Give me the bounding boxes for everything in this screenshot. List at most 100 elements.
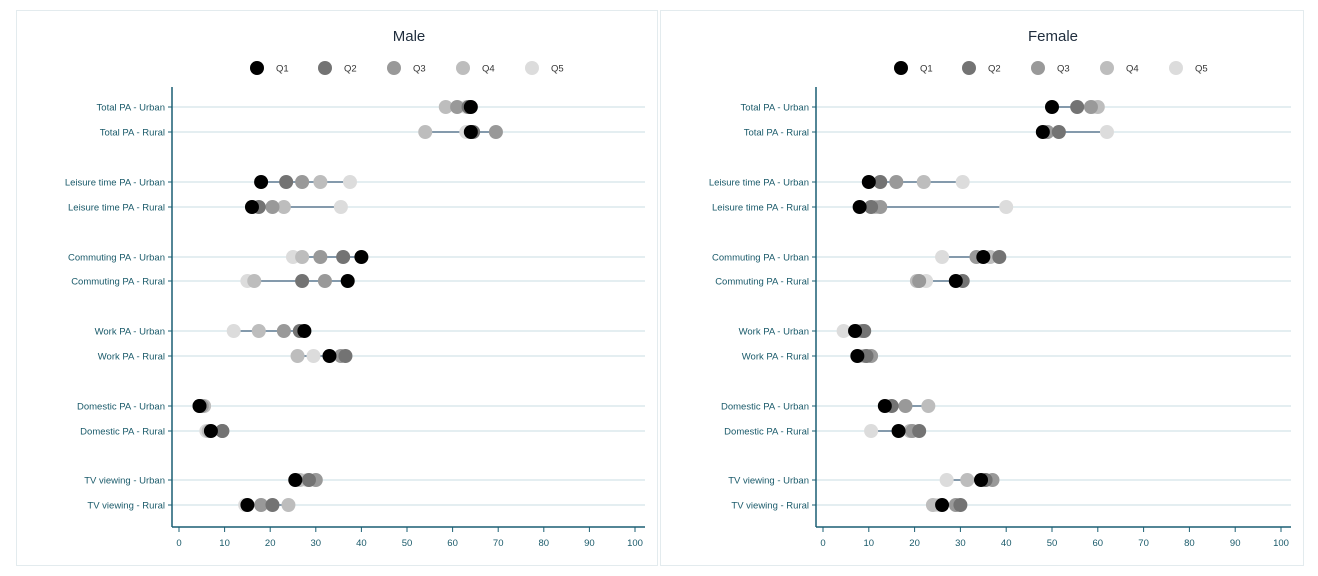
male-point-9-q1 (203, 424, 218, 438)
female-legend-marker-q1 (894, 61, 908, 75)
female-x-tick-label-20: 20 (909, 538, 920, 549)
female-x-tick-label-90: 90 (1230, 538, 1241, 549)
female-point-8-q3 (898, 399, 913, 413)
male-point-9-q2 (215, 424, 230, 438)
male-point-1-q3 (488, 125, 503, 139)
female-point-4-q1 (976, 250, 991, 264)
male-point-1-q4 (418, 125, 433, 139)
female-point-5-q1 (948, 274, 963, 288)
male-point-11-q4 (281, 498, 296, 512)
female-point-0-q1 (1045, 100, 1059, 114)
male-y-label-10: TV viewing - Urban (84, 476, 165, 487)
female-point-2-q4 (916, 175, 931, 189)
female-point-4-q2 (992, 250, 1007, 264)
male-y-label-3: Leisure time PA - Rural (68, 203, 165, 214)
female-y-label-8: Domestic PA - Urban (721, 402, 809, 413)
male-point-10-q1 (288, 473, 303, 487)
male-y-label-2: Leisure time PA - Urban (65, 178, 165, 189)
male-x-tick-label-30: 30 (311, 538, 322, 549)
male-y-label-9: Domestic PA - Rural (80, 427, 165, 438)
female-point-10-q1 (974, 473, 989, 487)
male-point-4-q3 (313, 250, 328, 264)
male-y-label-8: Domestic PA - Urban (77, 402, 165, 413)
male-point-3-q3 (265, 200, 280, 214)
male-point-0-q1 (463, 100, 478, 114)
female-point-7-q1 (850, 349, 865, 363)
male-chart: Male Q1 Q2 Q3 Q4 Q5 0 10 20 30 40 50 60 70 80 90 100 Tota… (65, 28, 645, 549)
male-point-7-q1 (322, 349, 337, 363)
female-point-11-q1 (935, 498, 950, 512)
female-x-tick-label-60: 60 (1093, 538, 1104, 549)
male-point-2-q5 (343, 175, 357, 189)
female-point-1-q1 (1035, 125, 1050, 139)
female-point-4-q5 (935, 250, 950, 264)
male-x-tick-label-60: 60 (447, 538, 458, 549)
female-point-8-q4 (921, 399, 936, 413)
male-point-0-q3 (450, 100, 465, 114)
female-point-9-q2 (912, 424, 927, 438)
male-point-0-q4 (438, 100, 453, 114)
male-point-2-q4 (313, 175, 328, 189)
female-legend-label-q1: Q1 (920, 64, 933, 75)
male-x-tick-label-10: 10 (219, 538, 230, 549)
female-y-label-4: Commuting PA - Urban (712, 253, 809, 264)
male-point-1-q1 (463, 125, 478, 139)
female-x-tick-label-50: 50 (1047, 538, 1058, 549)
female-x-tick-label-80: 80 (1184, 538, 1195, 549)
male-point-4-q1 (354, 250, 369, 264)
male-point-2-q2 (279, 175, 294, 189)
female-point-9-q1 (891, 424, 906, 438)
female-y-label-7: Work PA - Rural (742, 352, 809, 363)
male-point-5-q4 (247, 274, 262, 288)
male-x-tick-label-90: 90 (584, 538, 595, 549)
female-y-label-5: Commuting PA - Rural (715, 277, 809, 288)
female-x-tick-label-100: 100 (1273, 538, 1289, 549)
female-x-tick-label-10: 10 (864, 538, 875, 549)
male-y-label-6: Work PA - Urban (95, 327, 165, 338)
female-point-2-q5 (955, 175, 970, 189)
male-point-6-q1 (297, 324, 312, 338)
male-y-label-0: Total PA - Urban (97, 103, 165, 114)
female-point-1-q5 (1099, 125, 1114, 139)
female-legend-marker-q2 (962, 61, 976, 75)
male-panel-title: Male (393, 28, 426, 45)
male-point-6-q4 (251, 324, 266, 338)
female-y-label-10: TV viewing - Urban (728, 476, 809, 487)
female-legend-marker-q4 (1100, 61, 1114, 75)
male-point-5-q3 (317, 274, 332, 288)
female-point-10-q4 (960, 473, 975, 487)
male-point-6-q3 (276, 324, 291, 338)
female-y-label-6: Work PA - Urban (739, 327, 809, 338)
male-point-11-q1 (240, 498, 255, 512)
female-y-label-3: Leisure time PA - Rural (712, 203, 809, 214)
male-legend-marker-q4 (456, 61, 470, 75)
male-y-label-7: Work PA - Rural (98, 352, 165, 363)
male-x-tick-label-0: 0 (176, 538, 181, 549)
male-y-label-5: Commuting PA - Rural (71, 277, 165, 288)
female-point-1-q2 (1051, 125, 1066, 139)
male-point-11-q2 (265, 498, 280, 512)
male-point-11-q3 (254, 498, 269, 512)
female-legend-label-q5: Q5 (1195, 64, 1208, 75)
female-x-tick-label-30: 30 (955, 538, 966, 549)
male-legend-label-q1: Q1 (276, 64, 289, 75)
male-x-tick-label-50: 50 (402, 538, 413, 549)
male-legend-label-q3: Q3 (413, 64, 426, 75)
female-x-tick-label-40: 40 (1001, 538, 1012, 549)
male-x-tick-label-20: 20 (265, 538, 276, 549)
male-legend-marker-q3 (387, 61, 401, 75)
female-point-9-q5 (864, 424, 879, 438)
female-y-label-9: Domestic PA - Rural (724, 427, 809, 438)
female-y-label-1: Total PA - Rural (744, 128, 809, 139)
male-legend-label-q4: Q4 (482, 64, 495, 75)
female-legend-marker-q5 (1169, 61, 1183, 75)
female-point-2-q3 (889, 175, 904, 189)
male-legend-label-q2: Q2 (344, 64, 357, 75)
male-x-tick-label-70: 70 (493, 538, 504, 549)
female-point-3-q1 (852, 200, 867, 214)
male-legend-label-q5: Q5 (551, 64, 564, 75)
male-x-tick-label-100: 100 (627, 538, 643, 549)
male-point-2-q3 (295, 175, 310, 189)
male-y-label-1: Total PA - Rural (100, 128, 165, 139)
female-legend-label-q2: Q2 (988, 64, 1001, 75)
